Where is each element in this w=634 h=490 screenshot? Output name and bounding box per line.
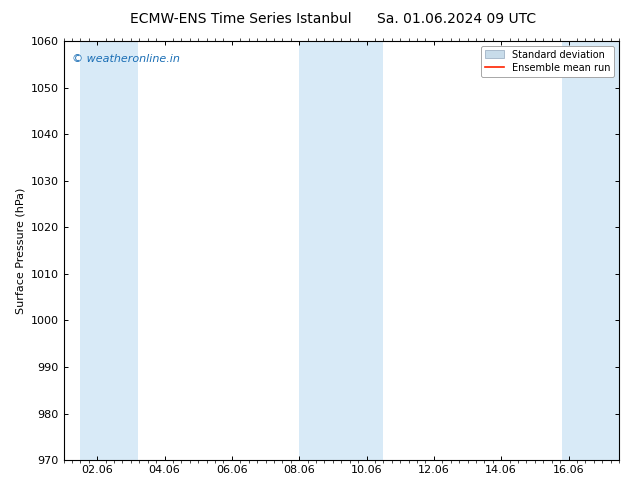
Text: ECMW-ENS Time Series Istanbul: ECMW-ENS Time Series Istanbul	[130, 12, 352, 26]
Bar	[562, 41, 619, 460]
Y-axis label: Surface Pressure (hPa): Surface Pressure (hPa)	[15, 187, 25, 314]
Text: © weatheronline.in: © weatheronline.in	[72, 53, 180, 64]
Bar	[81, 41, 138, 460]
Legend: Standard deviation, Ensemble mean run: Standard deviation, Ensemble mean run	[481, 46, 614, 76]
Text: Sa. 01.06.2024 09 UTC: Sa. 01.06.2024 09 UTC	[377, 12, 536, 26]
Bar	[299, 41, 384, 460]
